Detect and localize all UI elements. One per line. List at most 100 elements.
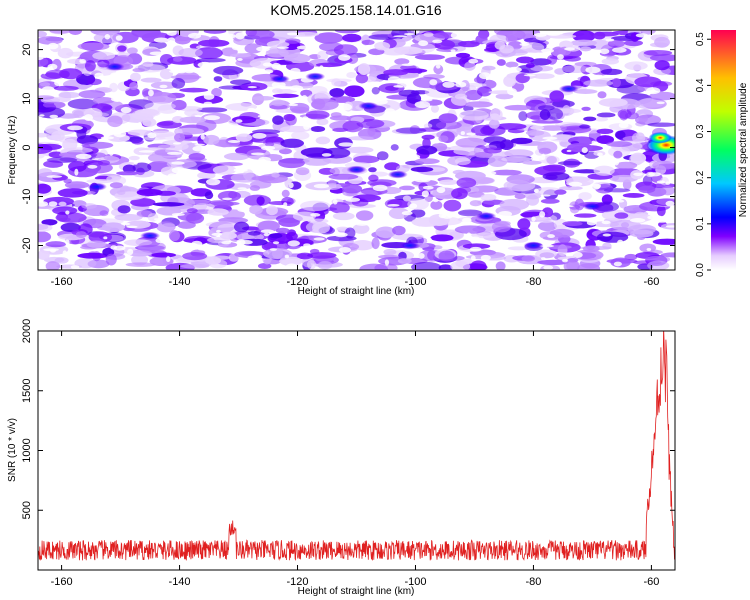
spectrogram-gap xyxy=(519,43,529,46)
spectrogram-cell xyxy=(235,133,253,142)
spectrogram-cell xyxy=(197,171,216,180)
spectrogram-gap xyxy=(269,248,277,251)
spectrogram-cell xyxy=(88,231,113,243)
spectrogram-cell xyxy=(462,243,491,250)
spectrogram-cell xyxy=(438,113,458,124)
spectrogram-cell xyxy=(614,212,629,219)
spectrogram-cell xyxy=(283,53,311,64)
spectrogram-gap xyxy=(194,114,201,118)
spectrogram-cell xyxy=(125,262,156,267)
spectrogram-cell xyxy=(38,223,53,232)
snr-y-tick-label: 2000 xyxy=(21,319,33,343)
spectrogram-gap xyxy=(617,199,625,203)
spectrogram-cell xyxy=(510,137,533,145)
spectrogram-hotspot xyxy=(648,131,672,144)
spectrogram-y-label: Frequency (Hz) xyxy=(7,116,18,185)
spectrogram-gap xyxy=(271,62,282,70)
spectrogram-gap xyxy=(436,186,446,194)
spectrogram-cell xyxy=(374,41,391,51)
spectrogram-gap xyxy=(401,63,415,67)
spectrogram-gap xyxy=(420,98,433,102)
spectrogram-cell xyxy=(503,179,532,192)
snr-panel: -160 -140 -120 -100 -80 -60 500 1000 1500 2000 H… xyxy=(7,319,676,597)
spectrogram-cell xyxy=(126,47,138,55)
spectrogram-gap xyxy=(585,66,601,74)
spectrogram-cell xyxy=(39,82,51,87)
spectrogram-cell xyxy=(531,119,564,124)
spectrogram-cell xyxy=(51,130,65,142)
spectrogram-gap xyxy=(47,42,59,50)
spectrogram-cell xyxy=(454,157,471,166)
spectrogram-gap xyxy=(613,261,622,267)
spectrogram-cell xyxy=(419,127,440,132)
spectrogram-cell xyxy=(454,93,468,100)
spectrogram-cell xyxy=(332,212,355,221)
spectrogram-gap xyxy=(662,75,675,81)
spectrogram-gap xyxy=(665,225,675,228)
spectrogram-cell xyxy=(116,190,126,195)
spectrogram-gap xyxy=(301,95,308,101)
spectrogram-cell xyxy=(131,30,161,38)
spectrogram-gap xyxy=(285,263,298,270)
spectrogram-gap xyxy=(470,255,476,261)
spectrogram-cell xyxy=(43,160,64,168)
spectrogram-cell xyxy=(594,116,609,122)
spectrogram-cell xyxy=(315,136,331,145)
spectrogram-cell xyxy=(38,168,53,177)
spectrogram-cell xyxy=(266,205,278,216)
spectrogram-cell xyxy=(171,78,186,89)
spectrogram-cell xyxy=(647,260,670,270)
spectrogram-cell xyxy=(186,208,198,214)
spectrogram-cell xyxy=(451,187,468,200)
spectrogram-cell xyxy=(411,261,442,270)
spectrogram-hotspot xyxy=(582,202,603,211)
spectrogram-cell xyxy=(251,175,276,181)
spectrogram-cell xyxy=(317,50,329,61)
spectrogram-cell xyxy=(638,185,656,194)
spectrogram-cell xyxy=(596,112,616,118)
spectrogram-gap xyxy=(94,72,104,79)
spectrogram-cell xyxy=(488,119,500,129)
spectrogram-cell xyxy=(537,259,569,266)
spectrogram-gap xyxy=(310,38,316,43)
spectrogram-gap xyxy=(393,35,407,38)
spectrogram-cell xyxy=(546,54,558,65)
spectrogram-cell xyxy=(218,85,248,90)
spectrogram-gap xyxy=(257,115,265,118)
spectrogram-gap xyxy=(387,76,401,83)
colorbar-tick-label: 0.0 xyxy=(695,263,706,277)
spectrogram-gap xyxy=(409,203,418,209)
spectrogram-gap xyxy=(656,101,665,105)
spectrogram-cell xyxy=(438,179,459,186)
spectrogram-cell xyxy=(138,108,161,117)
snr-x-label: Height of straight line (km) xyxy=(298,586,415,597)
spectrogram-cell xyxy=(352,223,370,234)
spectrogram-gap xyxy=(646,87,661,95)
spectrogram-cell xyxy=(557,160,583,166)
spectrogram-x-ticks: -160 -140 -120 -100 -80 -60 xyxy=(51,30,659,288)
spectrogram-gap xyxy=(656,180,666,184)
spectrogram-cell xyxy=(41,219,58,226)
spectrogram-cell xyxy=(367,127,376,137)
spectrogram-gap xyxy=(271,81,286,89)
spectrogram-cell xyxy=(627,224,657,235)
spectrogram-gap xyxy=(54,79,62,87)
spectrogram-cell xyxy=(490,113,500,118)
spectrogram-gap xyxy=(466,232,472,239)
spectrogram-cell xyxy=(63,178,72,184)
spectrogram-gap xyxy=(602,233,612,237)
spectrogram-cell xyxy=(92,97,115,104)
spectrogram-cell xyxy=(549,228,575,238)
spectrogram-cell xyxy=(643,50,673,56)
spectrogram-gap xyxy=(211,232,223,236)
spectrogram-gap xyxy=(87,164,98,169)
spectrogram-gap xyxy=(418,252,425,259)
spectrogram-cell xyxy=(614,130,626,139)
spectrogram-cell xyxy=(393,46,423,55)
spectrogram-gap xyxy=(256,46,270,52)
spectrogram-gap xyxy=(303,243,311,248)
spectrogram-cell xyxy=(300,200,331,212)
spectrogram-gap xyxy=(414,114,427,120)
snr-y-tick-label: 1000 xyxy=(21,438,33,462)
spectrogram-gap xyxy=(541,257,546,261)
